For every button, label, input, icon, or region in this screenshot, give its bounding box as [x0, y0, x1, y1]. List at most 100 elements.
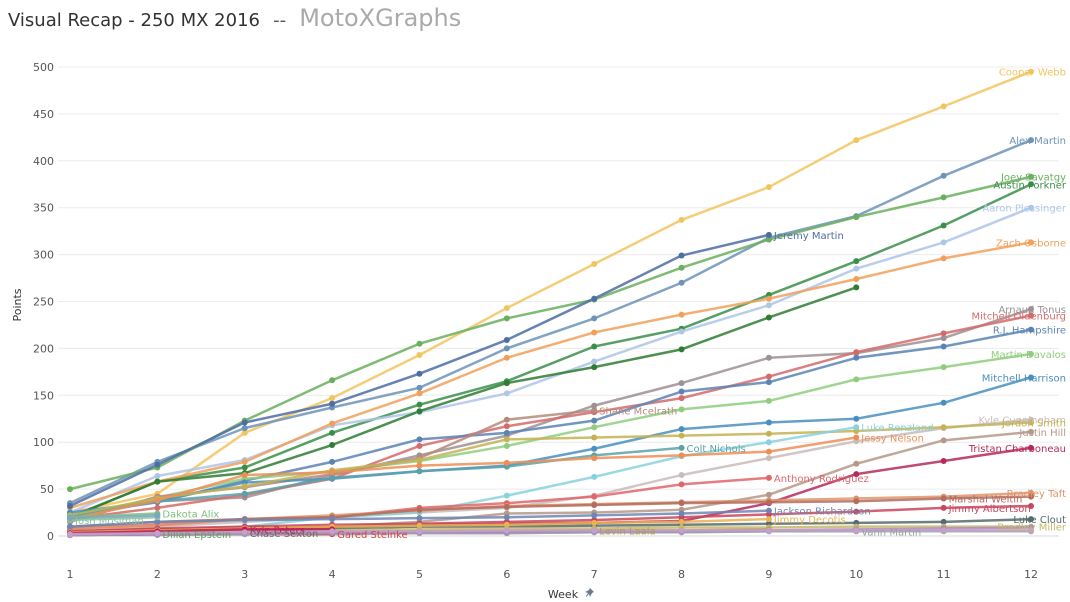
data-point[interactable] — [591, 315, 598, 322]
series-line[interactable] — [69, 286, 857, 519]
data-point[interactable] — [940, 399, 947, 406]
data-point[interactable] — [416, 436, 423, 443]
data-point[interactable] — [940, 527, 947, 534]
series-line[interactable] — [69, 515, 158, 522]
data-point[interactable] — [416, 390, 423, 397]
data-point[interactable] — [853, 284, 860, 291]
data-point[interactable] — [1028, 428, 1034, 435]
data-point[interactable] — [154, 461, 161, 468]
data-point[interactable] — [853, 137, 860, 144]
data-point[interactable] — [416, 384, 423, 391]
data-point[interactable] — [503, 305, 510, 312]
data-point[interactable] — [241, 529, 248, 536]
data-point[interactable] — [503, 380, 510, 387]
data-point[interactable] — [416, 401, 423, 408]
data-point[interactable] — [853, 508, 860, 515]
data-point[interactable] — [154, 530, 161, 537]
data-point[interactable] — [940, 335, 947, 342]
data-point[interactable] — [678, 216, 685, 223]
data-point[interactable] — [416, 528, 423, 535]
data-point[interactable] — [853, 349, 860, 356]
data-point[interactable] — [329, 474, 336, 481]
data-point[interactable] — [67, 523, 73, 530]
series-line[interactable] — [69, 241, 1032, 510]
data-point[interactable] — [1028, 312, 1034, 319]
data-point[interactable] — [940, 255, 947, 262]
data-point[interactable] — [1028, 306, 1034, 313]
data-point[interactable] — [67, 502, 73, 509]
data-point[interactable] — [503, 492, 510, 499]
data-point[interactable] — [1028, 516, 1034, 523]
data-point[interactable] — [678, 444, 685, 451]
data-point[interactable] — [503, 503, 510, 510]
data-point[interactable] — [329, 395, 336, 402]
data-point[interactable] — [503, 423, 510, 430]
data-point[interactable] — [765, 448, 772, 455]
data-point[interactable] — [591, 402, 598, 409]
series-line[interactable] — [69, 328, 1032, 517]
series-line[interactable] — [69, 70, 1032, 514]
series-line[interactable] — [69, 314, 1032, 521]
data-point[interactable] — [678, 432, 685, 439]
data-point[interactable] — [241, 425, 248, 432]
data-point[interactable] — [241, 517, 248, 524]
data-point[interactable] — [765, 354, 772, 361]
data-point[interactable] — [329, 429, 336, 436]
data-point[interactable] — [1028, 351, 1034, 358]
data-point[interactable] — [853, 354, 860, 361]
data-point[interactable] — [765, 184, 772, 191]
data-point[interactable] — [503, 442, 510, 449]
data-point[interactable] — [591, 329, 598, 336]
data-point[interactable] — [678, 380, 685, 387]
data-point[interactable] — [329, 377, 336, 384]
data-point[interactable] — [416, 457, 423, 464]
data-point[interactable] — [765, 295, 772, 302]
data-point[interactable] — [1028, 181, 1034, 188]
data-point[interactable] — [765, 430, 772, 437]
data-point[interactable] — [678, 252, 685, 259]
data-point[interactable] — [503, 429, 510, 436]
data-point[interactable] — [678, 518, 685, 525]
data-point[interactable] — [503, 436, 510, 443]
data-point[interactable] — [67, 531, 73, 538]
series-line[interactable] — [69, 352, 1032, 519]
series-line[interactable] — [69, 139, 1032, 505]
data-point[interactable] — [416, 442, 423, 449]
data-point[interactable] — [678, 426, 685, 433]
data-point[interactable] — [765, 455, 772, 462]
data-point[interactable] — [329, 516, 336, 523]
data-point[interactable] — [591, 512, 598, 519]
data-point[interactable] — [1028, 204, 1034, 211]
data-point[interactable] — [241, 419, 248, 426]
data-point[interactable] — [503, 354, 510, 361]
data-point[interactable] — [853, 434, 860, 441]
data-point[interactable] — [853, 214, 860, 221]
data-point[interactable] — [329, 469, 336, 476]
data-point[interactable] — [1028, 419, 1034, 426]
data-point[interactable] — [416, 408, 423, 415]
data-point[interactable] — [416, 340, 423, 347]
data-point[interactable] — [1028, 137, 1034, 144]
data-point[interactable] — [591, 519, 598, 526]
series-line[interactable] — [69, 514, 158, 520]
data-point[interactable] — [416, 351, 423, 358]
data-point[interactable] — [154, 497, 161, 504]
data-point[interactable] — [678, 481, 685, 488]
series-line[interactable] — [69, 206, 1032, 514]
data-point[interactable] — [67, 515, 73, 522]
data-point[interactable] — [940, 343, 947, 350]
data-point[interactable] — [765, 439, 772, 446]
data-point[interactable] — [853, 376, 860, 383]
data-point[interactable] — [1028, 493, 1034, 500]
data-point[interactable] — [329, 528, 336, 535]
data-point[interactable] — [853, 275, 860, 282]
data-point[interactable] — [765, 419, 772, 426]
data-point[interactable] — [416, 506, 423, 513]
data-point[interactable] — [329, 442, 336, 449]
data-point[interactable] — [678, 311, 685, 318]
data-point[interactable] — [503, 390, 510, 397]
data-point[interactable] — [940, 364, 947, 371]
data-point[interactable] — [940, 103, 947, 110]
data-point[interactable] — [154, 504, 161, 511]
data-point[interactable] — [503, 345, 510, 352]
